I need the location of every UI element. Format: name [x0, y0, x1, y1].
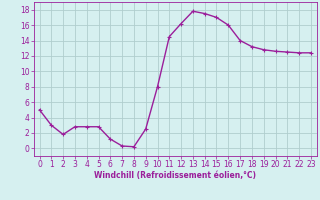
X-axis label: Windchill (Refroidissement éolien,°C): Windchill (Refroidissement éolien,°C)	[94, 171, 256, 180]
